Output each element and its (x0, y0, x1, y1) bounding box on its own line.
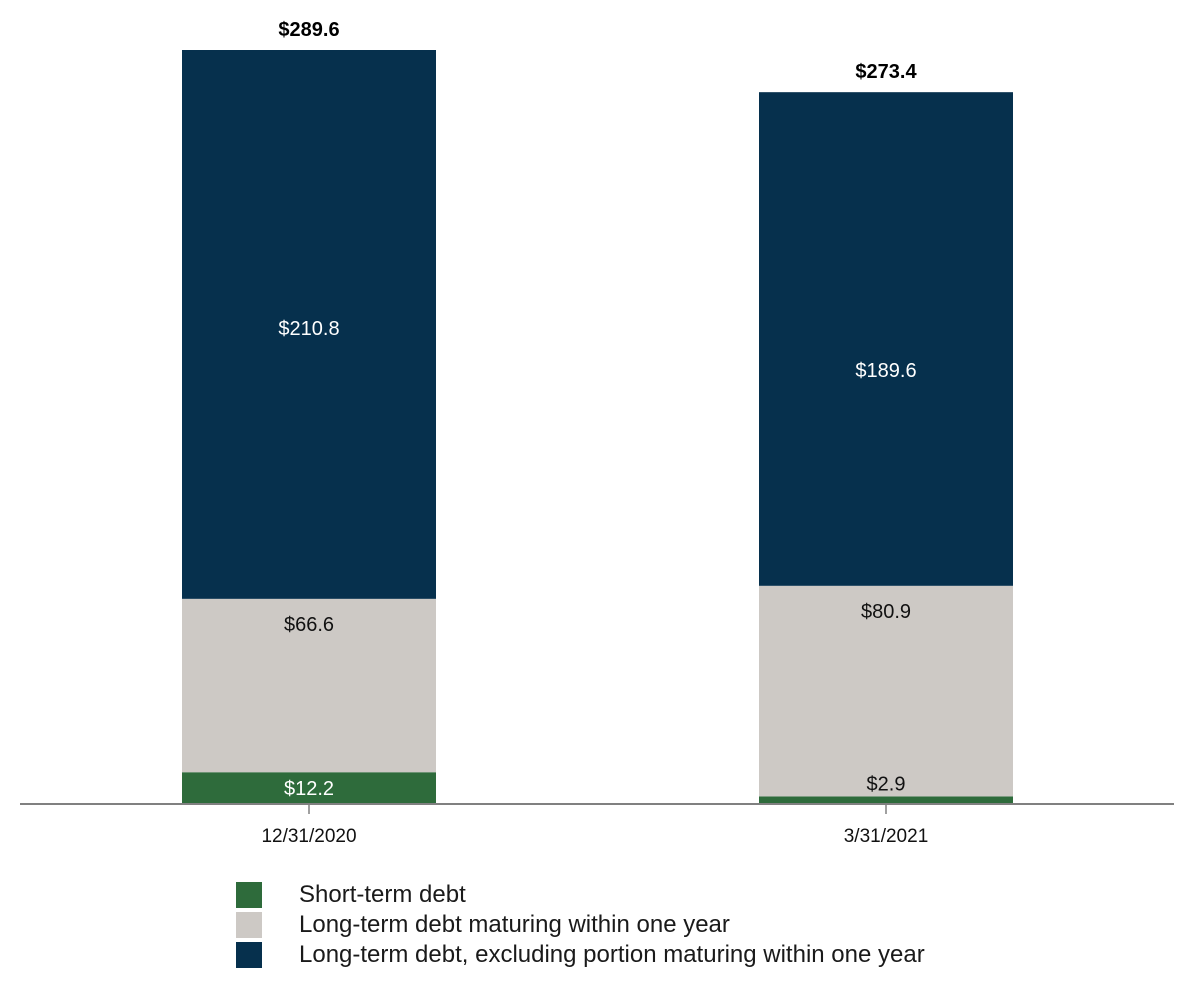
data-label-long-term-debt-excluding-portion-maturing-within-one-year-12-31-2020: $210.8 (278, 318, 339, 340)
bar-segment-long-term-debt-maturing-within-one-year-12-31-2020 (182, 598, 436, 773)
bar-segment-long-term-debt-excluding-portion-maturing-within-one-year-12-31-2020 (182, 50, 436, 599)
data-label-short-term-debt-12-31-2020: $12.2 (284, 778, 334, 800)
labels-layer: $12.2 $66.6 $210.8 $289.6 $2.9 $80.9 $189.6 $27… (278, 19, 917, 800)
data-label-long-term-debt-excluding-portion-maturing-within-one-year-3-31-2021: $189.6 (855, 360, 916, 382)
bars-layer (182, 50, 1013, 804)
x-tick-label-3-31-2021: 3/31/2021 (844, 826, 929, 847)
bar-segment-long-term-debt-excluding-portion-maturing-within-one-year-3-31-2021 (759, 92, 1013, 586)
legend-swatch-long-term-noncurrent (236, 942, 262, 968)
total-label-3-31-2021: $273.4 (855, 61, 917, 83)
legend-label-short-term-debt: Short-term debt (299, 881, 466, 908)
legend-item-long-term-noncurrent: Long-term debt, excluding portion maturi… (236, 940, 925, 970)
x-axis: 12/31/2020 3/31/2021 (20, 803, 1174, 847)
stacked-bar-chart: $12.2 $66.6 $210.8 $289.6 $2.9 $80.9 $189.6 $27… (20, 19, 1174, 847)
legend-label-long-term-noncurrent: Long-term debt, excluding portion maturi… (299, 941, 925, 968)
legend-item-long-term-current: Long-term debt maturing within one year (236, 910, 925, 940)
legend-swatch-short-term-debt (236, 882, 262, 908)
x-tick-label-12-31-2020: 12/31/2020 (261, 826, 356, 847)
data-label-short-term-debt-3-31-2021: $2.9 (867, 773, 906, 795)
bar-segment-short-term-debt-12-31-2020 (182, 772, 436, 804)
legend-item-short-term-debt: Short-term debt (236, 880, 925, 910)
total-label-12-31-2020: $289.6 (278, 19, 339, 41)
legend-label-long-term-current: Long-term debt maturing within one year (299, 911, 730, 938)
bar-segment-long-term-debt-maturing-within-one-year-3-31-2021 (759, 585, 1013, 797)
data-label-long-term-debt-maturing-within-one-year-12-31-2020: $66.6 (284, 614, 334, 636)
legend: Short-term debt Long-term debt maturing … (236, 880, 925, 970)
legend-swatch-long-term-current (236, 912, 262, 938)
data-label-long-term-debt-maturing-within-one-year-3-31-2021: $80.9 (861, 601, 911, 623)
bar-segment-short-term-debt-3-31-2021 (759, 796, 1013, 804)
